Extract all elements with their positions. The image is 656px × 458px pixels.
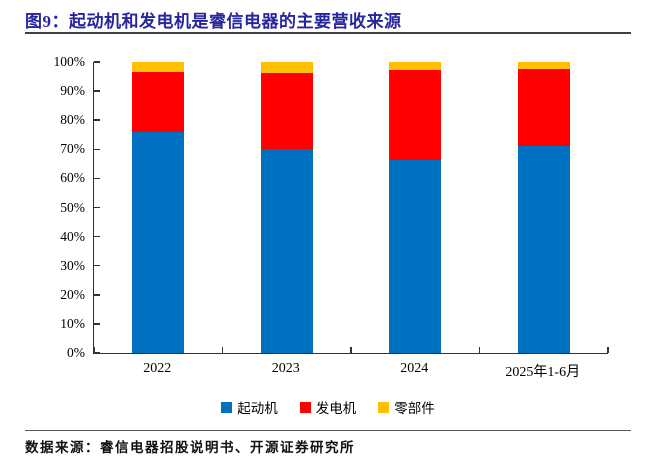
y-axis-tick	[94, 264, 100, 267]
bar-segment	[517, 62, 570, 69]
bar-segment	[260, 149, 313, 353]
y-axis-tick-label: 20%	[60, 286, 85, 302]
y-axis-tick-label: 30%	[60, 257, 85, 273]
x-axis-tick	[607, 347, 609, 353]
stacked-bar	[517, 62, 570, 353]
y-axis-tick-label: 40%	[60, 228, 85, 244]
y-axis-tick-label: 60%	[60, 170, 85, 186]
y-axis-tick	[94, 90, 100, 92]
bar-segment	[260, 73, 313, 150]
y-axis-tick-label: 90%	[60, 83, 85, 99]
bar-segment	[517, 146, 570, 353]
bar-segment	[389, 70, 442, 161]
x-axis-category-label: 2025年1-6月	[505, 365, 581, 380]
y-axis-tick-label: 100%	[53, 54, 86, 69]
bar-segment	[132, 71, 185, 133]
legend-item: 起动机	[221, 397, 278, 417]
y-axis-tick	[94, 61, 100, 63]
legend-item: 零部件	[378, 397, 435, 417]
y-axis-tick	[94, 235, 100, 238]
bar-segment	[517, 68, 570, 147]
title-divider	[25, 32, 631, 34]
data-source-note: 数据来源：睿信电器招股说明书、开源证券研究所	[25, 440, 355, 455]
y-axis-tick	[94, 177, 100, 180]
y-axis-tick-label: 80%	[60, 112, 85, 128]
bar-segment	[389, 160, 442, 353]
bar-segment	[260, 62, 313, 74]
bar-segment	[389, 62, 442, 71]
y-axis-tick-label: 10%	[60, 315, 85, 331]
stacked-bar	[260, 62, 313, 353]
x-axis-category-label: 2022	[143, 361, 172, 376]
stacked-bar	[132, 62, 185, 353]
y-axis-tick	[94, 119, 100, 121]
legend-swatch	[221, 401, 233, 413]
legend-label: 发电机	[315, 401, 357, 416]
stacked-bar	[389, 62, 442, 353]
bar-segment	[132, 132, 185, 353]
x-axis-tick	[221, 347, 224, 353]
y-axis-tick	[94, 294, 100, 296]
plot-area	[93, 61, 609, 354]
legend-item: 发电机	[299, 397, 357, 417]
chart-legend: 起动机 发电机 零部件	[0, 397, 656, 417]
figure-title: 图9：起动机和发电机是睿信电器的主要营收来源	[25, 12, 402, 31]
legend-swatch	[378, 401, 390, 413]
x-axis-tick	[478, 347, 481, 353]
bar-segment	[132, 62, 185, 72]
y-axis-tick	[94, 352, 100, 354]
footer-divider	[25, 430, 631, 431]
y-axis-tick-label: 0%	[67, 345, 85, 360]
legend-label: 起动机	[237, 401, 278, 416]
x-axis-tick	[350, 347, 352, 353]
legend-swatch	[299, 401, 311, 413]
x-axis-category-label: 2024	[400, 361, 429, 376]
y-axis-tick-label: 50%	[60, 199, 85, 215]
y-axis-tick	[94, 206, 100, 209]
x-axis-category-label: 2023	[271, 361, 300, 376]
y-axis-tick-label: 70%	[60, 141, 85, 157]
x-axis-tick	[93, 347, 95, 353]
y-axis-tick	[94, 323, 100, 325]
y-axis-tick	[94, 148, 100, 151]
legend-label: 零部件	[394, 401, 435, 416]
